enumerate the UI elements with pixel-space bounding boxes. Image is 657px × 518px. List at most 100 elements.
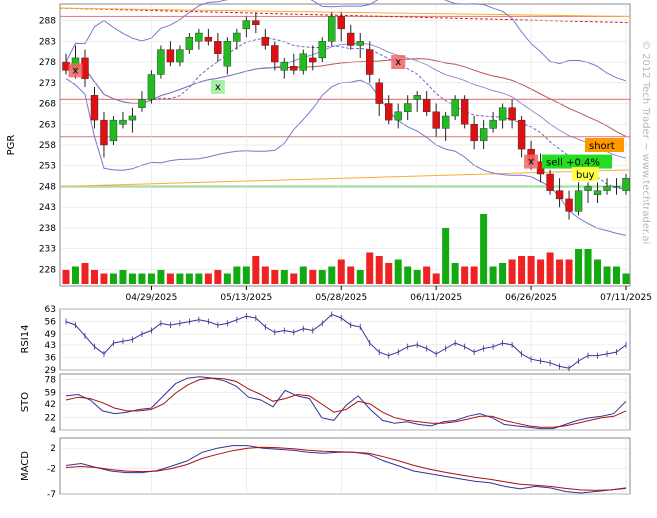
volume-bar [233, 266, 241, 284]
x-tick-label-0: 04/29/2025 [125, 293, 177, 303]
rsi-tick-label-43: 43 [45, 341, 56, 351]
volume-bar [404, 266, 412, 284]
volume-bar [299, 266, 307, 284]
volume-bar [290, 273, 298, 284]
volume-bars [62, 214, 630, 284]
rsi-values-line [65, 313, 627, 369]
price-markers: x x x x [68, 55, 539, 169]
candle-body [470, 124, 478, 142]
candle-body [309, 57, 317, 63]
candle-body [119, 119, 127, 125]
volume-bar [138, 273, 146, 284]
volume-bar [432, 273, 440, 284]
x-tick-label-5: 07/11/2025 [600, 293, 652, 303]
volume-bar [147, 273, 155, 284]
channel-lower-line [59, 169, 631, 187]
price-tick-label-233: 233 [39, 245, 56, 255]
volume-bar [423, 266, 431, 284]
signal-marker-bg [524, 154, 539, 169]
candle-body [195, 32, 203, 42]
candle-body [252, 20, 260, 25]
rsi-grid [60, 308, 630, 371]
candle-body [223, 41, 232, 67]
sto-tick-label-4: 4 [50, 426, 56, 436]
volume-bar [356, 270, 364, 284]
sto-tick-label-78: 78 [45, 375, 57, 385]
candle-body [90, 95, 99, 121]
volume-bar [385, 263, 393, 284]
x-tick-label-4: 06/26/2025 [505, 293, 557, 303]
candle-body [147, 74, 156, 100]
candle-body [517, 119, 526, 150]
volume-bar [195, 273, 203, 284]
rsi-tick-label-29: 29 [45, 366, 57, 376]
volume-bar [109, 273, 117, 284]
volume-bar [271, 270, 279, 284]
volume-bar [413, 270, 421, 284]
volume-bar [100, 273, 108, 284]
candle-body [603, 186, 611, 191]
bollinger-mid-line [65, 42, 627, 159]
candle-body [413, 95, 421, 100]
sto-tick-label-59: 59 [45, 388, 57, 398]
price-tick-label-278: 278 [39, 58, 56, 68]
tag-bg-0 [585, 138, 624, 152]
candle-body [347, 32, 355, 46]
volume-bar [157, 270, 165, 284]
candle-body [204, 36, 213, 42]
candle-body [422, 99, 431, 113]
price-tick-label-263: 263 [39, 120, 56, 130]
rsi-y-axis-title: RSI14 [20, 325, 31, 354]
candle-body [546, 173, 554, 191]
volume-bar [461, 266, 469, 284]
signal-marker-bg [391, 55, 406, 70]
volume-bar [176, 273, 184, 284]
volume-bar [470, 266, 478, 284]
volume-bar [204, 273, 212, 284]
price-tick-label-248: 248 [39, 182, 56, 192]
candle-body [565, 198, 573, 212]
candle-body [460, 99, 469, 125]
price-tick-label-288: 288 [39, 17, 56, 27]
bollinger-upper-line [65, 0, 627, 82]
sto-y-axis-title: STO [20, 392, 31, 412]
volume-bar [375, 256, 383, 284]
signal-marker-bg [68, 63, 83, 78]
candle-body [271, 45, 279, 63]
macd-y-ticks: -7 -2 2 [47, 444, 56, 500]
signal-marker-bg [210, 79, 225, 94]
candle-body [318, 41, 326, 59]
volume-bar [499, 263, 507, 284]
volume-bar [185, 273, 193, 284]
candle-body [622, 177, 630, 191]
candles [62, 12, 630, 220]
candle-body [290, 66, 298, 71]
trend-dashed-line [59, 7, 631, 24]
sto-panel: 4 22 42 59 78 STO [20, 373, 631, 436]
candle-body [138, 99, 146, 108]
candle-body [299, 53, 307, 71]
volume-bar [242, 266, 250, 284]
macd-grid [60, 438, 630, 495]
macd-tick-label-2: 2 [50, 444, 56, 454]
sto-grid [60, 374, 630, 431]
volume-bar [537, 259, 545, 284]
x-tick-label-1: 05/13/2025 [220, 293, 272, 303]
price-y-axis-title: PGR [6, 135, 17, 156]
price-tick-label-283: 283 [39, 37, 56, 47]
candle-body [328, 16, 336, 42]
candle-body [366, 49, 374, 75]
sto-plot-frame [59, 373, 631, 431]
tag-label-2: buy [576, 170, 595, 181]
price-tick-label-238: 238 [39, 224, 56, 234]
volume-bar [62, 270, 70, 284]
tag-bg-2 [572, 167, 599, 182]
volume-bar [318, 270, 326, 284]
volume-bar [442, 228, 450, 284]
rsi-tick-label-56: 56 [45, 318, 57, 328]
volume-bar [546, 252, 554, 284]
candle-body [128, 115, 137, 121]
